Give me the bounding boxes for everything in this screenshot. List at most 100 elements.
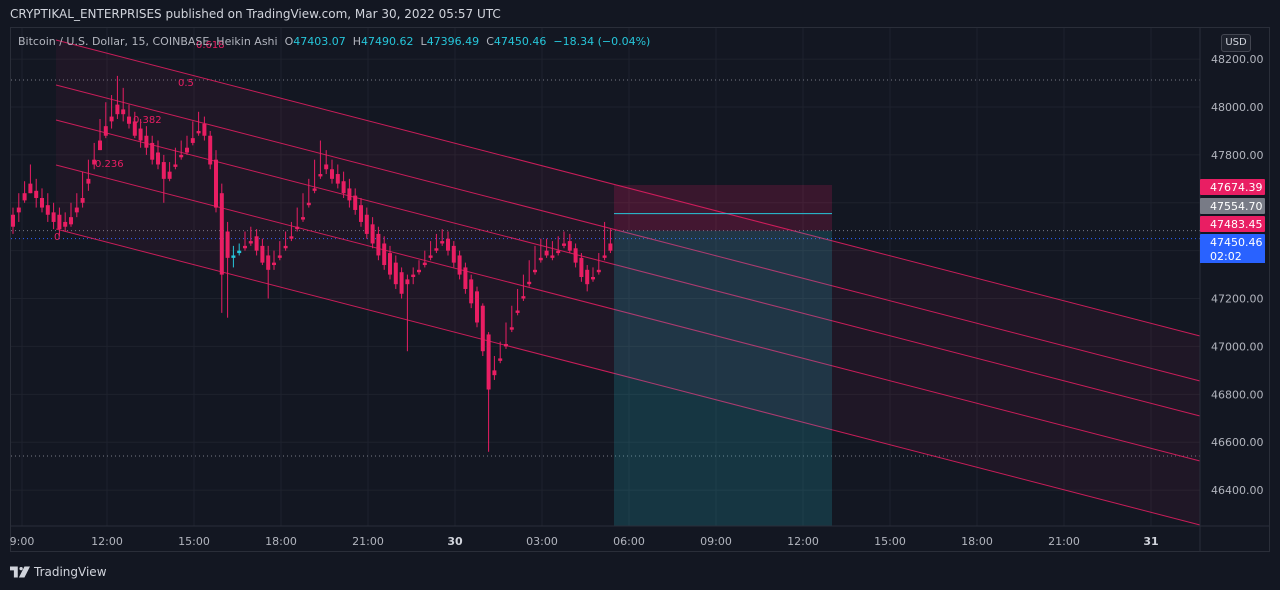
candle-body bbox=[475, 291, 479, 323]
candle-body bbox=[359, 205, 363, 222]
candle-body bbox=[214, 159, 218, 208]
countdown-bg bbox=[1200, 248, 1265, 263]
x-tick-label: 21:00 bbox=[1048, 535, 1080, 548]
fib-channel-line bbox=[55, 84, 1201, 382]
x-tick-label: 12:00 bbox=[91, 535, 123, 548]
candle-body bbox=[318, 174, 323, 177]
price-tag-bg bbox=[1200, 234, 1265, 250]
price-tag-label: 47554.70 bbox=[1210, 200, 1263, 213]
short-position-tool bbox=[614, 184, 832, 527]
candle-body bbox=[422, 262, 427, 266]
candle-body bbox=[521, 296, 526, 299]
candle-body bbox=[509, 327, 514, 330]
candle-body bbox=[272, 262, 276, 266]
tradingview-logo-icon bbox=[10, 566, 30, 578]
candle-body bbox=[364, 214, 369, 234]
candle-body bbox=[573, 248, 578, 263]
candle-body bbox=[16, 207, 21, 213]
publish-info: CRYPTIKAL_ENTERPRISES published on Tradi… bbox=[10, 7, 501, 21]
x-tick-label: 03:00 bbox=[526, 535, 558, 548]
candle-body bbox=[173, 164, 178, 167]
candle-body bbox=[115, 104, 120, 115]
price-tag-bg bbox=[1200, 179, 1265, 195]
y-tick-label: 46400.00 bbox=[1211, 484, 1264, 497]
candle-body bbox=[498, 358, 503, 361]
candle-body bbox=[40, 197, 44, 208]
candle-body bbox=[480, 305, 485, 352]
open-label: O bbox=[284, 35, 294, 48]
candle-body bbox=[393, 262, 398, 285]
low-label: L bbox=[420, 35, 427, 48]
candle-body bbox=[156, 152, 160, 165]
candle-body bbox=[451, 245, 456, 263]
x-axis: 9:00 12:00 15:00 18:00 21:00 30 03:00 06:00 09:0… bbox=[10, 525, 1269, 548]
candle-body bbox=[260, 245, 265, 263]
candle-body bbox=[208, 135, 213, 165]
x-tick-label: 18:00 bbox=[961, 535, 993, 548]
change-value: −18.34 (−0.04%) bbox=[553, 35, 651, 48]
candle-body bbox=[289, 236, 294, 239]
candle-body bbox=[34, 190, 39, 198]
candle-body bbox=[295, 226, 300, 230]
chart-frame bbox=[10, 27, 1270, 552]
candle-body bbox=[254, 236, 259, 251]
candle-body bbox=[382, 243, 387, 266]
candle-body bbox=[608, 243, 613, 251]
candle-body bbox=[353, 195, 358, 210]
stop-zone bbox=[614, 184, 832, 231]
price-tag-bg bbox=[1200, 216, 1265, 232]
candle-body bbox=[57, 214, 62, 230]
candle-body bbox=[567, 241, 572, 251]
candles bbox=[11, 75, 613, 452]
candle-body bbox=[544, 250, 549, 256]
candle-body bbox=[306, 202, 311, 206]
candle-body bbox=[341, 181, 346, 194]
candle-body bbox=[86, 178, 91, 184]
fib-level-label: 0.5 bbox=[178, 78, 194, 89]
candle-body bbox=[237, 250, 242, 254]
candle-body bbox=[457, 255, 462, 275]
candle-body bbox=[219, 193, 224, 275]
candle-body bbox=[248, 241, 253, 244]
candle-body bbox=[225, 231, 230, 258]
candle-body bbox=[469, 279, 474, 304]
candle-body bbox=[486, 334, 491, 390]
tradingview-brand: TradingView bbox=[34, 565, 107, 579]
candle-body bbox=[335, 174, 340, 184]
candle-body bbox=[376, 233, 381, 256]
candle-body bbox=[74, 207, 79, 213]
fib-level-label: 0.618 bbox=[196, 40, 225, 51]
candle-body bbox=[330, 169, 334, 179]
candle-body bbox=[167, 171, 172, 179]
candle-body bbox=[243, 245, 247, 249]
close-label: C bbox=[486, 35, 494, 48]
candle-body bbox=[28, 183, 33, 194]
price-tag-label: 47674.39 bbox=[1210, 181, 1263, 194]
candle-body bbox=[399, 272, 404, 294]
tradingview-logo[interactable]: TradingView bbox=[10, 565, 107, 579]
candle-body bbox=[347, 188, 352, 201]
candle-body bbox=[533, 269, 537, 273]
y-tick-label: 47200.00 bbox=[1211, 293, 1264, 306]
candle-body bbox=[527, 281, 532, 285]
low-value: 47396.49 bbox=[426, 35, 480, 48]
candle-body bbox=[591, 277, 595, 280]
candle-body bbox=[440, 241, 445, 244]
candle-body bbox=[179, 154, 184, 158]
candle-body bbox=[556, 250, 561, 254]
y-tick-label: 47000.00 bbox=[1211, 340, 1264, 353]
x-tick-label: 31 bbox=[1143, 535, 1158, 548]
price-tag-label: 47450.46 bbox=[1210, 236, 1263, 249]
close-value: 47450.46 bbox=[493, 35, 547, 48]
candle-body bbox=[515, 310, 520, 313]
candle-body bbox=[11, 214, 15, 227]
symbol-legend: Bitcoin / U.S. Dollar, 15, COINBASE, Hei… bbox=[18, 35, 650, 48]
candle-body bbox=[202, 123, 207, 136]
y-tick-label: 46800.00 bbox=[1211, 388, 1264, 401]
fib-level-label: 0.382 bbox=[133, 115, 162, 126]
candle-body bbox=[405, 279, 410, 285]
candle-body bbox=[579, 257, 584, 277]
currency-button[interactable]: USD bbox=[1221, 34, 1251, 52]
